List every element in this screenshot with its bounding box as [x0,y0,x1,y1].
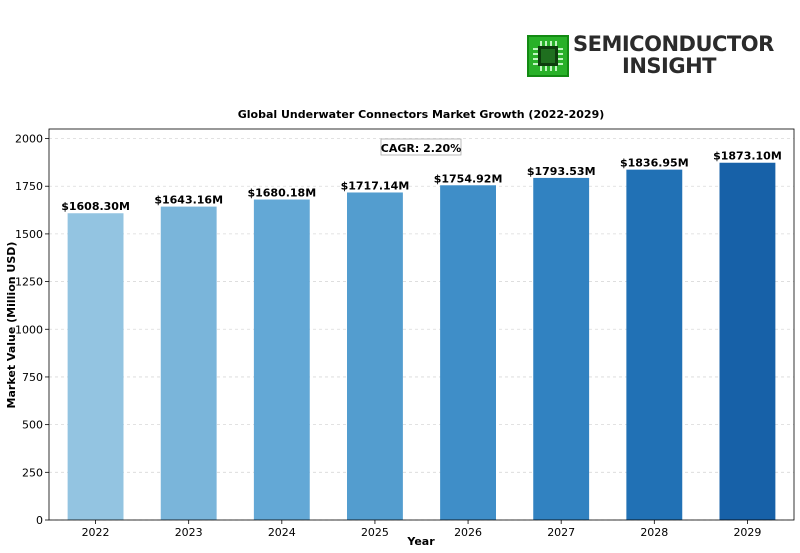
value-label-2028: $1836.95M [620,157,689,170]
bar-2022 [67,213,124,520]
value-label-2022: $1608.30M [61,200,130,213]
value-label-2027: $1793.53M [527,165,596,178]
value-label-2024: $1680.18M [247,187,316,200]
value-label-2025: $1717.14M [341,179,410,192]
bar-2029 [719,162,776,521]
semiconductor-insight-logo: SEMICONDUCTOR INSIGHT [527,32,774,80]
value-label-2023: $1643.16M [154,194,223,207]
x-axis-title: Year [406,535,435,548]
x-tick-label-2029: 2029 [733,526,761,539]
y-tick-label-1250: 1250 [15,276,43,289]
bar-2028 [626,169,683,521]
bar-2027 [533,177,590,520]
x-tick-label-2028: 2028 [640,526,668,539]
x-tick-label-2022: 2022 [82,526,110,539]
y-tick-label-500: 500 [22,419,43,432]
x-tick-label-2026: 2026 [454,526,482,539]
value-label-2026: $1754.92M [434,172,503,185]
y-tick-label-750: 750 [22,371,43,384]
y-tick-label-1000: 1000 [15,323,43,336]
bar-2023 [160,206,217,520]
logo-text-line2: INSIGHT [622,54,716,78]
x-tick-label-2025: 2025 [361,526,389,539]
y-axis-title: Market Value (Million USD) [5,242,18,409]
logo-text-line1: SEMICONDUCTOR [573,32,774,56]
cagr-annotation: CAGR: 2.20% [381,142,461,155]
x-tick-label-2027: 2027 [547,526,575,539]
bar-2024 [253,199,310,520]
y-tick-label-2000: 2000 [15,133,43,146]
y-tick-label-0: 0 [36,514,43,527]
chip-icon [527,35,569,77]
chart-title: Global Underwater Connectors Market Grow… [238,108,605,121]
y-tick-label-1750: 1750 [15,180,43,193]
bar-2025 [347,192,403,521]
y-tick-label-250: 250 [22,466,43,479]
bar-2026 [440,185,496,520]
plot-frame [48,128,795,521]
cagr-annotation-box [380,138,462,156]
x-tick-label-2023: 2023 [175,526,203,539]
value-label-2029: $1873.10M [713,150,782,163]
y-tick-label-1500: 1500 [15,228,43,241]
x-tick-label-2024: 2024 [268,526,296,539]
